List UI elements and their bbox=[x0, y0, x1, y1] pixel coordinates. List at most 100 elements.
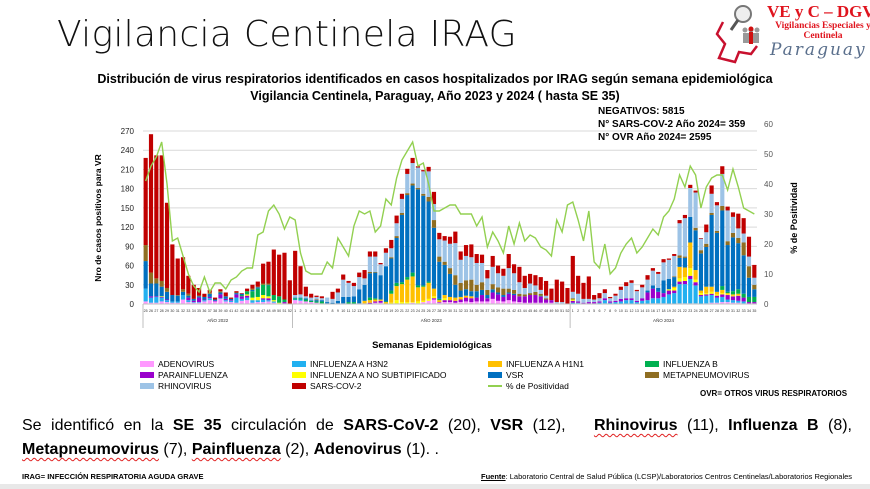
bar-segment-influenza-a-h3n2 bbox=[730, 300, 736, 303]
x-tick-label: 8 bbox=[332, 309, 334, 313]
bar-segment-influenza-a-h3n2 bbox=[688, 279, 693, 304]
bar-segment-influenza-a-h3n2 bbox=[170, 301, 175, 303]
bar-segment-parainfluenza bbox=[148, 296, 154, 298]
bar-segment-sars-cov-2 bbox=[335, 288, 340, 293]
bar-segment-sars-cov-2 bbox=[399, 193, 405, 199]
y2-tick-label: 50 bbox=[764, 150, 773, 159]
bar-segment-influenza-a-h1n1 bbox=[373, 299, 378, 302]
bar-segment-influenza-a-h3n2 bbox=[570, 302, 575, 304]
legend-label: ADENOVIRUS bbox=[158, 359, 215, 369]
bar-segment-vsr bbox=[330, 302, 335, 304]
bar-segment-sars-cov-2 bbox=[528, 273, 533, 284]
x-tick-label: 2 bbox=[577, 309, 579, 313]
bar-segment-rhinovirus bbox=[602, 293, 607, 299]
bar-segment-influenza-a-h3n2 bbox=[650, 298, 655, 304]
bar-segment-influenza-b bbox=[239, 295, 244, 297]
x-tick-label: 4 bbox=[588, 309, 590, 313]
bar-segment-sars-cov-2 bbox=[698, 238, 704, 239]
x-tick-label: 46 bbox=[256, 309, 260, 313]
bar-segment-vsr bbox=[362, 284, 367, 301]
bar-segment-influenza-a-h3n2 bbox=[293, 299, 298, 301]
bar-segment-influenza-a-no-subtipificado bbox=[266, 296, 271, 299]
bar-segment-adenovirus bbox=[373, 302, 378, 304]
bar-segment-parainfluenza bbox=[154, 296, 159, 297]
x-tick-label: 22 bbox=[683, 309, 687, 313]
summary-virus: Painfluenza bbox=[191, 441, 281, 458]
bar-segment-vsr bbox=[474, 291, 479, 298]
bar-segment-metapneumovirus bbox=[485, 289, 490, 296]
x-tick-label: 24 bbox=[694, 309, 698, 313]
bar-segment-rhinovirus bbox=[389, 248, 394, 258]
bar-segment-influenza-a-h1n1 bbox=[682, 267, 687, 278]
bar-segment-vsr bbox=[335, 300, 340, 304]
bar-segment-influenza-b bbox=[736, 289, 741, 294]
x-tick-label: 35 bbox=[752, 309, 756, 313]
bar-segment-parainfluenza bbox=[677, 281, 682, 285]
bar-segment-vsr bbox=[736, 243, 741, 290]
legend-label: INFLUENZA A H3N2 bbox=[310, 359, 388, 369]
bar-segment-metapneumovirus bbox=[389, 257, 394, 259]
bar-segment-sars-cov-2 bbox=[255, 281, 260, 287]
bar-segment-adenovirus bbox=[239, 300, 244, 304]
bar-segment-rhinovirus bbox=[373, 256, 378, 272]
bar-segment-rhinovirus bbox=[421, 171, 426, 194]
bar-segment-influenza-a-h3n2 bbox=[186, 300, 191, 303]
y-tick-label: 120 bbox=[121, 223, 135, 232]
x-tick-label: 27 bbox=[154, 309, 158, 313]
x-tick-label: 11 bbox=[347, 309, 351, 313]
bar-segment-influenza-a-h1n1 bbox=[453, 297, 458, 301]
bar-segment-sars-cov-2 bbox=[341, 274, 346, 280]
bar-segment-metapneumovirus bbox=[677, 255, 682, 258]
bar-segment-sars-cov-2 bbox=[656, 271, 661, 274]
bar-segment-vsr bbox=[666, 279, 671, 290]
bar-segment-rhinovirus bbox=[645, 279, 650, 291]
bar-segment-influenza-a-no-subtipificado bbox=[415, 301, 421, 304]
bar-segment-sars-cov-2 bbox=[234, 291, 239, 293]
bar-segment-parainfluenza bbox=[196, 297, 202, 303]
summary-count: (2), bbox=[280, 441, 314, 458]
bar-segment-vsr bbox=[437, 261, 442, 299]
y-axis-title: Nro de casos positivos para VR bbox=[93, 154, 103, 282]
bar-segment-parainfluenza bbox=[672, 290, 677, 294]
bar-segment-metapneumovirus bbox=[704, 243, 709, 247]
bar-segment-metapneumovirus bbox=[437, 256, 442, 262]
y2-tick-label: 0 bbox=[764, 300, 769, 309]
bar-segment-influenza-a-no-subtipificado bbox=[672, 287, 677, 291]
bar-segment-parainfluenza bbox=[506, 293, 511, 301]
bar-segment-vsr bbox=[506, 292, 511, 294]
x-tick-label: 32 bbox=[459, 309, 463, 313]
bar-segment-vsr bbox=[463, 289, 469, 296]
bar-segment-influenza-a-h3n2 bbox=[634, 302, 639, 304]
bar-segment-parainfluenza bbox=[495, 294, 501, 301]
x-tick-label: 28 bbox=[160, 309, 164, 313]
bar-segment-influenza-a-no-subtipificado bbox=[421, 300, 426, 303]
x-tick-label: 22 bbox=[405, 309, 409, 313]
bar-segment-metapneumovirus bbox=[693, 227, 698, 231]
bar-segment-rhinovirus bbox=[506, 268, 511, 289]
x-tick-label: 8 bbox=[609, 309, 611, 313]
bar-segment-parainfluenza bbox=[570, 300, 575, 303]
bar-segment-influenza-a-h3n2 bbox=[261, 299, 266, 303]
bar-segment-sars-cov-2 bbox=[405, 168, 410, 174]
x-tick-label: 13 bbox=[357, 309, 361, 313]
bar-segment-influenza-b bbox=[394, 282, 399, 287]
bar-segment-rhinovirus bbox=[346, 282, 351, 297]
bar-segment-parainfluenza bbox=[634, 300, 639, 303]
bar-segment-adenovirus bbox=[261, 302, 266, 304]
x-tick-label: 28 bbox=[715, 309, 719, 313]
bar-segment-vsr bbox=[250, 289, 255, 292]
bar-segment-influenza-a-h3n2 bbox=[704, 295, 709, 304]
x-tick-label: 30 bbox=[726, 309, 730, 313]
x-tick-label: 51 bbox=[282, 309, 286, 313]
bar-segment-sars-cov-2 bbox=[378, 262, 383, 265]
x-tick-label: 34 bbox=[747, 309, 751, 313]
legend-swatch bbox=[292, 372, 306, 378]
bar-segment-rhinovirus bbox=[608, 298, 613, 302]
stacked-bar-chart: 0306090120150180210240270010203040506025… bbox=[93, 120, 799, 351]
x-tick-label: 52 bbox=[565, 309, 569, 313]
bar-segment-influenza-a-no-subtipificado bbox=[714, 294, 720, 296]
bar-segment-sars-cov-2 bbox=[592, 295, 597, 300]
bar-segment-sars-cov-2 bbox=[672, 254, 677, 256]
y-tick-label: 90 bbox=[125, 242, 134, 251]
bar-segment-influenza-b bbox=[351, 302, 356, 304]
